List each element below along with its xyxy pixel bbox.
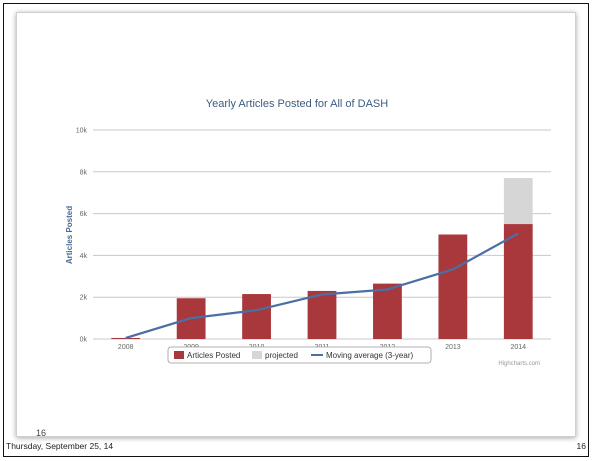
bar-articles-posted[interactable] — [111, 337, 141, 339]
bar-articles-posted[interactable] — [307, 290, 337, 339]
bar-projected[interactable] — [503, 178, 533, 225]
chart-title: Yearly Articles Posted for All of DASH — [206, 98, 388, 110]
legend-label-articles-posted: Articles Posted — [187, 351, 240, 360]
bar-articles-posted[interactable] — [242, 294, 271, 339]
bar-articles-posted[interactable] — [503, 224, 533, 339]
moving-average-line[interactable] — [125, 232, 519, 340]
chart-credit[interactable]: Highcharts.com — [498, 361, 540, 367]
x-tick-label: 2008 — [118, 344, 134, 351]
y-tick-label: 4k — [80, 253, 88, 260]
footer-page-number: 16 — [576, 441, 586, 451]
legend-box — [167, 346, 432, 364]
y-tick-label: 2k — [80, 295, 88, 302]
footer-date: Thursday, September 25, 14 — [6, 441, 114, 451]
legend-item-projected[interactable]: projected — [252, 351, 298, 360]
x-tick-label: 2013 — [445, 344, 461, 351]
y-tick-label: 0k — [80, 337, 88, 344]
y-tick-label: 10k — [76, 128, 88, 135]
grid-lines — [93, 129, 551, 340]
y-tick-label: 6k — [80, 211, 88, 218]
legend-swatch-articles-posted — [174, 351, 184, 359]
y-tick-label: 8k — [80, 169, 88, 176]
legend-label-projected: projected — [265, 351, 298, 360]
legend-item-articles-posted[interactable]: Articles Posted — [174, 351, 240, 360]
legend: Articles Posted projected Moving average… — [167, 346, 432, 364]
y-axis-ticks: 0k 2k 4k 6k 8k 10k — [76, 128, 88, 344]
y-axis-label: Articles Posted — [65, 206, 74, 264]
legend-item-moving-average[interactable]: Moving average (3-year) — [311, 351, 413, 360]
legend-label-moving-average: Moving average (3-year) — [326, 351, 413, 360]
x-tick-label: 2014 — [510, 344, 526, 351]
legend-swatch-projected — [252, 351, 262, 359]
bar-articles-posted[interactable] — [438, 234, 468, 340]
slide-number: 16 — [36, 428, 47, 438]
moving-average-series — [125, 232, 519, 340]
bar-articles-posted[interactable] — [373, 283, 402, 339]
bars — [111, 178, 533, 340]
